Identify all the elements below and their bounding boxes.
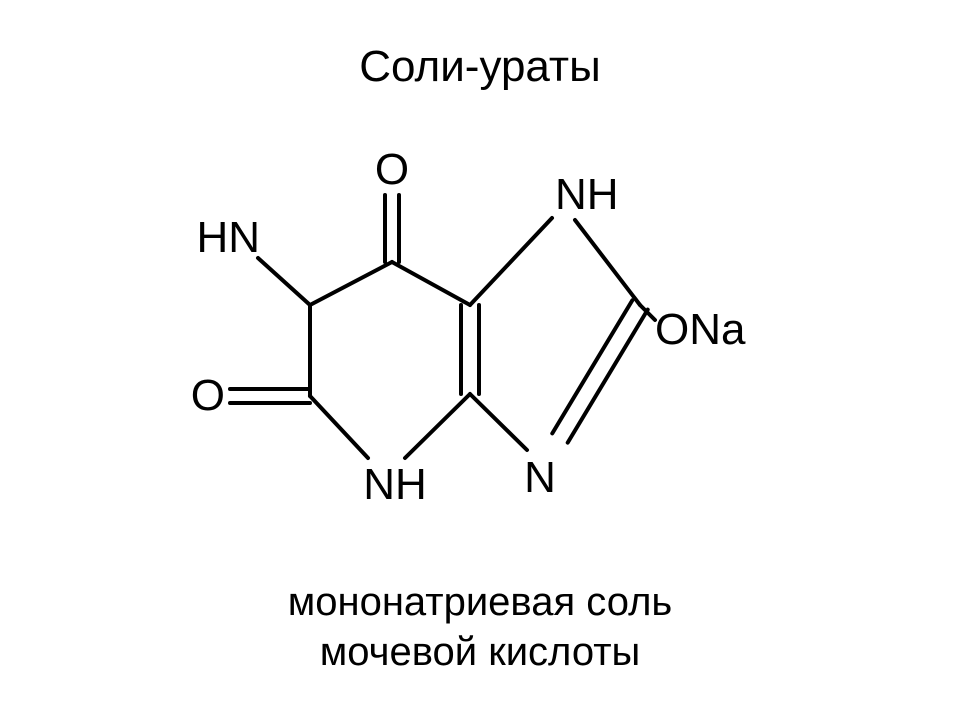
atom-NH_tr: NH xyxy=(555,173,619,217)
atom-ONa: ONa xyxy=(655,308,745,352)
atom-NH_b: NH xyxy=(363,463,427,507)
atom-O_left: O xyxy=(191,374,225,418)
atom-HN_tl: HN xyxy=(196,216,260,260)
atom-N_br: N xyxy=(524,456,556,500)
subtitle-line2: мочевой кислоты xyxy=(0,630,960,675)
chemistry-slide: { "title": { "text": "Соли-ураты", "top"… xyxy=(0,0,960,720)
subtitle-line1: мононатриевая соль xyxy=(0,580,960,625)
atom-O_top: O xyxy=(375,148,409,192)
